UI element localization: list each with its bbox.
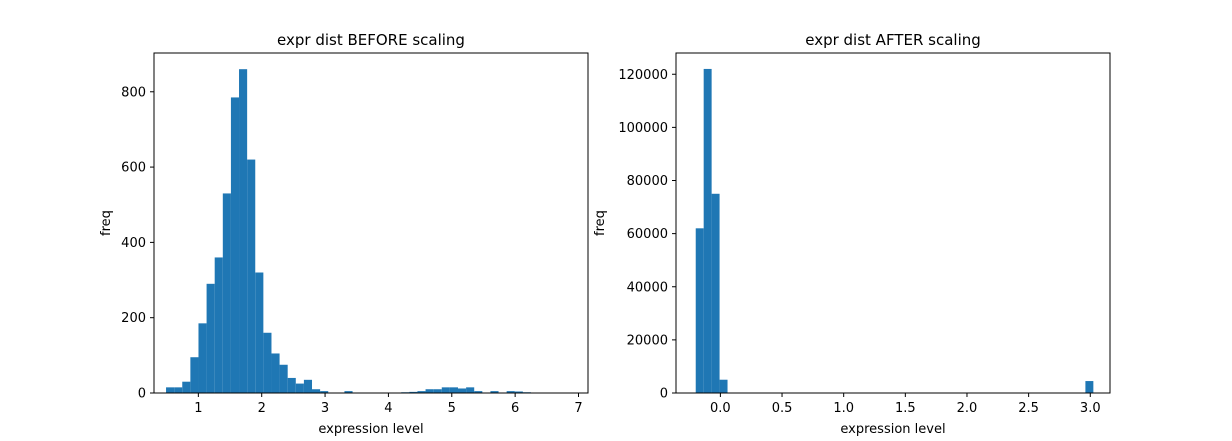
histogram-bar bbox=[457, 388, 467, 393]
x-tick-label: 2 bbox=[258, 401, 266, 416]
x-tick-label: 0.0 bbox=[710, 401, 731, 416]
histogram-bar bbox=[466, 387, 475, 393]
x-tick-label: 2.5 bbox=[1018, 401, 1039, 416]
plot-frame bbox=[153, 52, 589, 394]
histogram-bar bbox=[441, 387, 450, 393]
chart-before-scaling: 1 2 3 4 5 6 7 0 200 400 600 800 expr dist BEFORE sca… bbox=[99, 31, 589, 437]
chart-title: expr dist BEFORE scaling bbox=[277, 31, 465, 49]
histogram-bars bbox=[695, 68, 1094, 393]
histogram-bar bbox=[287, 377, 296, 393]
y-tick-label: 0 bbox=[138, 387, 146, 402]
y-tick-label: 120000 bbox=[618, 68, 668, 83]
histogram-bar bbox=[190, 357, 199, 393]
histogram-bar bbox=[279, 364, 288, 393]
x-tick-label: 2.0 bbox=[957, 401, 978, 416]
y-tick-label: 800 bbox=[121, 85, 146, 100]
histogram-bar bbox=[214, 257, 223, 393]
histogram-bar bbox=[474, 391, 483, 393]
histogram-bar bbox=[490, 391, 499, 393]
histogram-bar bbox=[344, 391, 353, 393]
x-tick-label: 1.5 bbox=[895, 401, 916, 416]
histogram-bar bbox=[417, 391, 426, 393]
histogram-bar bbox=[506, 391, 515, 393]
x-tick-label: 7 bbox=[574, 401, 582, 416]
histogram-bar bbox=[1085, 381, 1094, 393]
histogram-bar bbox=[247, 159, 256, 393]
histogram-bar bbox=[303, 379, 313, 393]
x-tick-label: 4 bbox=[384, 401, 392, 416]
plot-frame bbox=[675, 52, 1111, 394]
histogram-bar bbox=[320, 391, 329, 393]
x-tick-label: 1 bbox=[194, 401, 202, 416]
x-axis-label: expression level bbox=[318, 422, 423, 437]
y-axis-label: freq bbox=[593, 210, 608, 236]
y-tick-label: 100000 bbox=[618, 121, 668, 136]
histogram-bar bbox=[230, 97, 240, 394]
x-tick-label: 1.0 bbox=[833, 401, 854, 416]
histogram-bar bbox=[514, 391, 523, 393]
histogram-bars bbox=[166, 69, 531, 394]
histogram-bar bbox=[711, 193, 720, 393]
histogram-bar bbox=[255, 272, 264, 393]
y-axis-label: freq bbox=[99, 210, 114, 236]
histogram-bar bbox=[695, 228, 704, 393]
y-tick-label: 0 bbox=[660, 387, 668, 402]
histogram-bar bbox=[166, 387, 175, 393]
histogram-bar bbox=[182, 381, 191, 393]
x-axis-label: expression level bbox=[840, 422, 945, 437]
y-tick-label: 200 bbox=[121, 311, 146, 326]
y-tick-label: 80000 bbox=[627, 174, 668, 189]
histogram-bar bbox=[222, 193, 231, 393]
x-tick-label: 6 bbox=[511, 401, 519, 416]
histogram-bar bbox=[425, 389, 434, 393]
y-tick-label: 600 bbox=[121, 161, 146, 176]
histogram-bar bbox=[703, 68, 712, 393]
histogram-bar bbox=[719, 379, 728, 393]
histogram-bar bbox=[312, 389, 321, 393]
histogram-bar bbox=[263, 332, 272, 393]
histogram-bar bbox=[295, 383, 304, 393]
histogram-bar bbox=[206, 283, 215, 393]
histogram-bar bbox=[271, 353, 280, 393]
y-tick-label: 60000 bbox=[627, 227, 668, 242]
y-tick-label: 20000 bbox=[627, 333, 668, 348]
x-tick-label: 0.5 bbox=[772, 401, 793, 416]
histogram-bar bbox=[174, 387, 183, 393]
chart-title: expr dist AFTER scaling bbox=[805, 31, 981, 49]
histogram-bar bbox=[449, 387, 458, 393]
y-tick-label: 400 bbox=[121, 236, 146, 251]
chart-after-scaling: 0.0 0.5 1.0 1.5 2.0 2.5 3.0 0 20000 40000 60000 800… bbox=[593, 31, 1111, 437]
histogram-bar bbox=[433, 389, 442, 393]
x-tick-label: 3 bbox=[321, 401, 329, 416]
histogram-bar bbox=[409, 391, 418, 393]
y-tick-label: 40000 bbox=[627, 280, 668, 295]
histogram-bar bbox=[239, 69, 248, 393]
histogram-bar bbox=[198, 323, 207, 393]
x-tick-label: 5 bbox=[448, 401, 456, 416]
x-tick-label: 3.0 bbox=[1080, 401, 1101, 416]
